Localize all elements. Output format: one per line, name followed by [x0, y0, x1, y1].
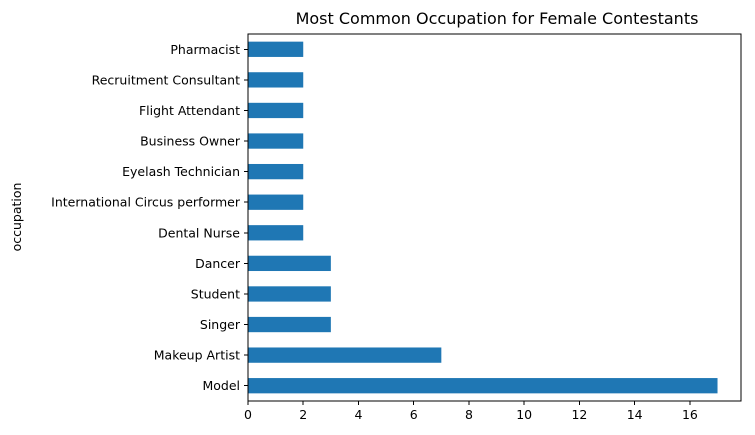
chart-title: Most Common Occupation for Female Contes… [296, 9, 699, 28]
x-tick-label-16: 16 [682, 407, 698, 422]
x-tick-label-10: 10 [516, 407, 532, 422]
y-tick-label-singer: Singer [200, 317, 241, 332]
y-tick-label-flight-attendant: Flight Attendant [139, 103, 240, 118]
bar-recruitment-consultant [248, 72, 304, 88]
x-tick-label-4: 4 [354, 407, 362, 422]
bar-dancer [248, 255, 331, 272]
bar-student [248, 286, 331, 302]
y-tick-label-dancer: Dancer [195, 256, 241, 271]
y-tick-label-business-owner: Business Owner [140, 134, 241, 149]
y-tick-label-makeup-artist: Makeup Artist [154, 348, 240, 363]
y-tick-label-student: Student [191, 286, 240, 301]
bars-group [248, 41, 718, 394]
plot-frame [247, 33, 742, 402]
bar-makeup-artist [248, 347, 442, 363]
y-tick-label-international-circus-performer: International Circus performer [51, 195, 241, 210]
x-tick-label-6: 6 [410, 407, 418, 422]
bar-eyelash-technician [248, 163, 304, 180]
bar-model [248, 378, 718, 394]
x-tick-label-8: 8 [465, 407, 473, 422]
x-tick-label-0: 0 [244, 407, 252, 422]
y-tick-label-model: Model [202, 378, 240, 393]
x-tick-label-2: 2 [299, 407, 307, 422]
x-axis-ticks: 0 2 4 6 8 10 12 14 16 [244, 401, 698, 422]
y-tick-label-dental-nurse: Dental Nurse [158, 225, 240, 240]
bar-international-circus-performer [248, 194, 304, 210]
y-axis-ticks: Model Makeup Artist Singer Student Dancer Den… [51, 42, 248, 393]
x-tick-label-14: 14 [627, 407, 643, 422]
bar-business-owner [248, 133, 304, 149]
bar-dental-nurse [248, 225, 304, 241]
y-tick-label-eyelash-technician: Eyelash Technician [122, 164, 240, 179]
y-axis-label: occupation [9, 183, 24, 252]
axes-frame [247, 33, 742, 402]
y-tick-label-recruitment-consultant: Recruitment Consultant [92, 72, 240, 87]
bar-singer [248, 316, 331, 333]
x-tick-label-12: 12 [571, 407, 587, 422]
y-tick-label-pharmacist: Pharmacist [170, 42, 240, 57]
bar-pharmacist [248, 41, 304, 57]
bar-flight-attendant [248, 102, 304, 119]
